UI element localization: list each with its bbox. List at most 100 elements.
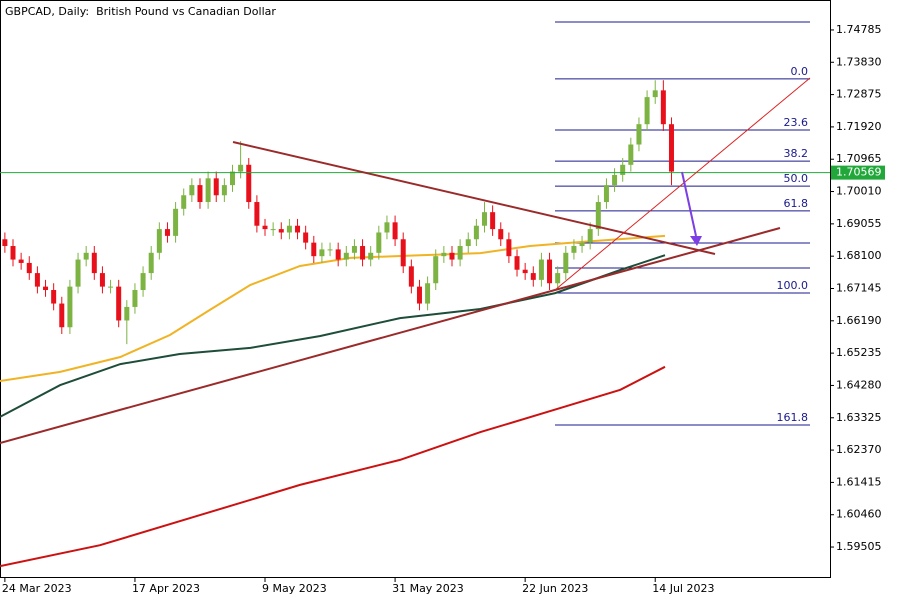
y-tick-label: 1.60460	[836, 508, 882, 521]
candle-body	[213, 178, 219, 196]
candle-body	[652, 90, 658, 98]
candle-body	[148, 252, 154, 274]
candle-body	[425, 283, 431, 304]
y-tick-label: 1.70965	[836, 152, 882, 165]
last-price-box	[831, 165, 885, 180]
y-tick-label: 1.61415	[836, 475, 882, 488]
candle-body	[254, 202, 260, 226]
candle-body	[270, 229, 276, 231]
candle-body	[620, 164, 626, 175]
candle-body	[579, 242, 585, 247]
candle-body	[571, 246, 577, 253]
candles	[2, 80, 674, 345]
candle-body	[116, 286, 122, 321]
candle-body	[408, 266, 414, 287]
candle-body	[457, 246, 463, 260]
candle-body	[473, 225, 479, 240]
candle-body	[108, 286, 114, 288]
candle-body	[595, 202, 601, 230]
candle-body	[262, 225, 268, 230]
candle-body	[327, 249, 333, 251]
candle-body	[34, 273, 40, 287]
y-tick-label: 1.65235	[836, 346, 882, 359]
candle-body	[295, 225, 301, 233]
candle-body	[67, 286, 73, 328]
candle-body	[660, 90, 666, 125]
y-tick-label: 1.62370	[836, 443, 882, 456]
y-tick-label: 1.73830	[836, 55, 882, 68]
candle-body	[246, 164, 252, 203]
candle-body	[197, 185, 203, 203]
candle-body	[465, 239, 471, 247]
candle-body	[124, 306, 130, 321]
candle-body	[75, 259, 81, 287]
candle-body	[441, 252, 447, 257]
drawings	[0, 77, 811, 444]
x-tick-label: 9 May 2023	[262, 582, 327, 595]
candle-body	[433, 256, 439, 284]
candle-body	[392, 222, 398, 240]
candle-body	[164, 229, 170, 236]
candle-body	[449, 252, 455, 260]
candle-body	[514, 256, 520, 270]
y-tick-label: 1.72875	[836, 88, 882, 101]
candle-body	[490, 212, 496, 230]
candle-body	[140, 273, 146, 291]
y-tick-label: 1.67145	[836, 281, 882, 294]
y-tick-label: 1.59505	[836, 540, 882, 553]
plot-frame	[0, 0, 831, 578]
candle-body	[644, 97, 650, 125]
candle-body	[221, 185, 227, 196]
y-tick-label: 1.66190	[836, 314, 882, 327]
fib-label: 23.6	[784, 116, 809, 129]
x-tick-label: 14 Jul 2023	[652, 582, 714, 595]
last-price-label: 1.70569	[836, 166, 882, 179]
candle-body	[189, 185, 195, 196]
candle-body	[482, 212, 488, 226]
candle-body	[603, 185, 609, 203]
arrow-shaft	[681, 171, 697, 237]
candle-body	[368, 252, 374, 260]
fib-label: 161.8	[777, 411, 809, 424]
candle-body	[51, 290, 57, 304]
fib-label: 100.0	[777, 279, 809, 292]
candle-body	[10, 246, 16, 260]
candle-body	[278, 229, 284, 233]
fib-label: 50.0	[784, 172, 809, 185]
y-tick-label: 1.70010	[836, 185, 882, 198]
candle-body	[181, 195, 187, 209]
candle-body	[173, 208, 179, 236]
x-tick-label: 24 Mar 2023	[2, 582, 72, 595]
candle-body	[563, 252, 569, 274]
candle-body	[205, 178, 211, 203]
x-tick-label: 17 Apr 2023	[132, 582, 200, 595]
y-tick-label: 1.64280	[836, 378, 882, 391]
arrow-head	[690, 236, 702, 246]
candle-body	[636, 124, 642, 145]
candle-body	[238, 164, 244, 172]
candle-body	[132, 290, 138, 307]
candle-body	[555, 273, 561, 284]
candle-body	[335, 249, 341, 260]
candle-body	[668, 124, 674, 172]
candle-body	[303, 232, 309, 243]
fib-label: 0.0	[791, 65, 809, 78]
x-tick-label: 31 May 2023	[392, 582, 464, 595]
y-tick-label: 1.68100	[836, 249, 882, 262]
candle-body	[612, 174, 618, 186]
candle-body	[99, 273, 105, 287]
candle-body	[26, 262, 32, 274]
candle-body	[547, 259, 553, 284]
x-tick-label: 22 Jun 2023	[522, 582, 588, 595]
candle-body	[538, 259, 544, 280]
candle-body	[360, 246, 366, 260]
candle-body	[43, 286, 49, 291]
moving-average	[0, 234, 666, 382]
candle-body	[416, 286, 422, 304]
candle-body	[229, 171, 235, 186]
candle-body	[522, 269, 528, 274]
candle-body	[376, 232, 382, 253]
moving-average	[0, 365, 666, 568]
